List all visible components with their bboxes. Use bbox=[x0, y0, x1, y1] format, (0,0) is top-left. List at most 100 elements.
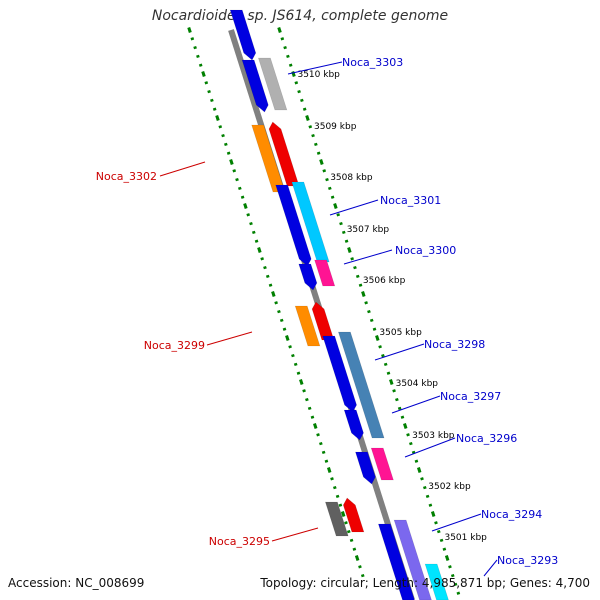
major-tick bbox=[389, 379, 394, 385]
minor-tick bbox=[344, 239, 349, 243]
minor-tick bbox=[307, 406, 312, 411]
minor-tick bbox=[448, 565, 452, 569]
major-tick bbox=[354, 555, 360, 561]
major-tick bbox=[403, 423, 408, 429]
gene-label-noca-3298[interactable]: Noca_3298 bbox=[424, 338, 485, 351]
gene-callout-line bbox=[206, 331, 253, 346]
minor-tick bbox=[300, 98, 304, 103]
scale-label: 3503 kbp bbox=[412, 431, 455, 441]
minor-tick bbox=[425, 494, 430, 499]
minor-tick bbox=[369, 318, 374, 323]
accession-text: Accession: NC_008699 bbox=[8, 576, 145, 590]
gene-label-noca-3297[interactable]: Noca_3297 bbox=[440, 390, 501, 403]
minor-tick bbox=[302, 389, 306, 393]
gene-arrow bbox=[257, 57, 288, 111]
minor-tick bbox=[428, 503, 433, 507]
scale-label: 3508 kbp bbox=[330, 173, 373, 183]
gene-label-noca-3302[interactable]: Noca_3302 bbox=[96, 170, 157, 183]
minor-tick bbox=[378, 345, 382, 349]
minor-tick bbox=[346, 529, 351, 534]
minor-tick bbox=[260, 257, 264, 261]
gene-callout-line bbox=[329, 199, 379, 216]
genome-stats-text: Topology: circular; Length: 4,985,871 bp… bbox=[260, 576, 590, 590]
minor-tick bbox=[353, 265, 357, 270]
scale-labels: 3510 kbp 3509 kbp 3508 kbp 3507 kbp 3506 kbp… bbox=[297, 70, 487, 543]
minor-tick bbox=[221, 133, 225, 138]
gene-arrow bbox=[393, 519, 432, 600]
major-tick bbox=[229, 159, 234, 165]
major-tick bbox=[215, 115, 220, 121]
major-tick bbox=[319, 159, 324, 165]
gene-label-noca-3301[interactable]: Noca_3301 bbox=[380, 194, 441, 207]
minor-tick bbox=[330, 195, 335, 199]
minor-tick bbox=[277, 309, 281, 314]
gene-features bbox=[229, 9, 449, 600]
minor-tick bbox=[254, 239, 259, 243]
major-tick bbox=[444, 555, 450, 561]
minor-tick bbox=[293, 362, 298, 367]
minor-tick bbox=[325, 177, 329, 182]
minor-tick bbox=[296, 371, 301, 375]
minor-tick bbox=[355, 274, 360, 279]
major-tick bbox=[257, 247, 262, 253]
minor-tick bbox=[224, 142, 228, 147]
minor-tick bbox=[212, 107, 217, 111]
major-tick bbox=[313, 423, 318, 429]
gene-label-noca-3299[interactable]: Noca_3299 bbox=[144, 339, 205, 352]
minor-tick bbox=[226, 151, 231, 155]
gene-label-noca-3295[interactable]: Noca_3295 bbox=[209, 535, 270, 548]
minor-tick bbox=[283, 45, 287, 50]
scale-label: 3506 kbp bbox=[363, 276, 406, 286]
minor-tick bbox=[367, 309, 371, 314]
minor-tick bbox=[434, 521, 438, 525]
minor-tick bbox=[453, 582, 458, 587]
major-tick bbox=[299, 379, 304, 385]
minor-tick bbox=[324, 459, 329, 463]
scale-label: 3504 kbp bbox=[396, 379, 439, 389]
minor-tick bbox=[414, 459, 419, 463]
gene-label-noca-3303[interactable]: Noca_3303 bbox=[342, 56, 403, 69]
major-tick bbox=[291, 71, 296, 77]
gene-arrow bbox=[337, 331, 385, 439]
gene-arrow bbox=[291, 181, 330, 263]
minor-tick bbox=[450, 573, 455, 578]
scale-label: 3505 kbp bbox=[379, 328, 422, 338]
minor-tick bbox=[333, 485, 337, 490]
minor-tick bbox=[282, 327, 287, 331]
minor-tick bbox=[319, 441, 323, 446]
gene-arrow bbox=[342, 497, 365, 533]
minor-tick bbox=[360, 573, 365, 578]
gene-label-noca-3293[interactable]: Noca_3293 bbox=[497, 554, 558, 567]
gene-arrow bbox=[298, 263, 318, 291]
minor-tick bbox=[207, 89, 211, 94]
major-tick bbox=[271, 291, 276, 297]
minor-tick bbox=[198, 63, 203, 67]
minor-tick bbox=[311, 133, 315, 138]
gene-callouts: Noca_3303 Noca_3302 Noca_3301 Noca_3300 Noca… bbox=[96, 56, 558, 577]
major-tick bbox=[277, 27, 282, 33]
minor-tick bbox=[349, 538, 354, 543]
minor-tick bbox=[263, 265, 267, 270]
minor-tick bbox=[314, 142, 318, 147]
gene-label-noca-3296[interactable]: Noca_3296 bbox=[456, 432, 517, 445]
minor-tick bbox=[406, 433, 410, 437]
minor-tick bbox=[381, 353, 385, 358]
minor-tick bbox=[291, 353, 295, 358]
minor-tick bbox=[442, 547, 447, 551]
minor-tick bbox=[338, 503, 343, 507]
minor-tick bbox=[350, 257, 354, 261]
minor-tick bbox=[279, 318, 284, 323]
minor-tick bbox=[316, 151, 321, 155]
scale-label: 3507 kbp bbox=[347, 225, 390, 235]
major-tick bbox=[333, 203, 338, 209]
minor-tick bbox=[322, 169, 327, 173]
gene-label-noca-3294[interactable]: Noca_3294 bbox=[481, 508, 542, 521]
minor-tick bbox=[265, 274, 270, 279]
minor-tick bbox=[456, 591, 461, 595]
major-tick bbox=[285, 335, 290, 341]
minor-tick bbox=[358, 283, 363, 287]
minor-tick bbox=[268, 283, 273, 287]
gene-arrow bbox=[377, 523, 415, 600]
gene-label-noca-3300[interactable]: Noca_3300 bbox=[395, 244, 456, 257]
